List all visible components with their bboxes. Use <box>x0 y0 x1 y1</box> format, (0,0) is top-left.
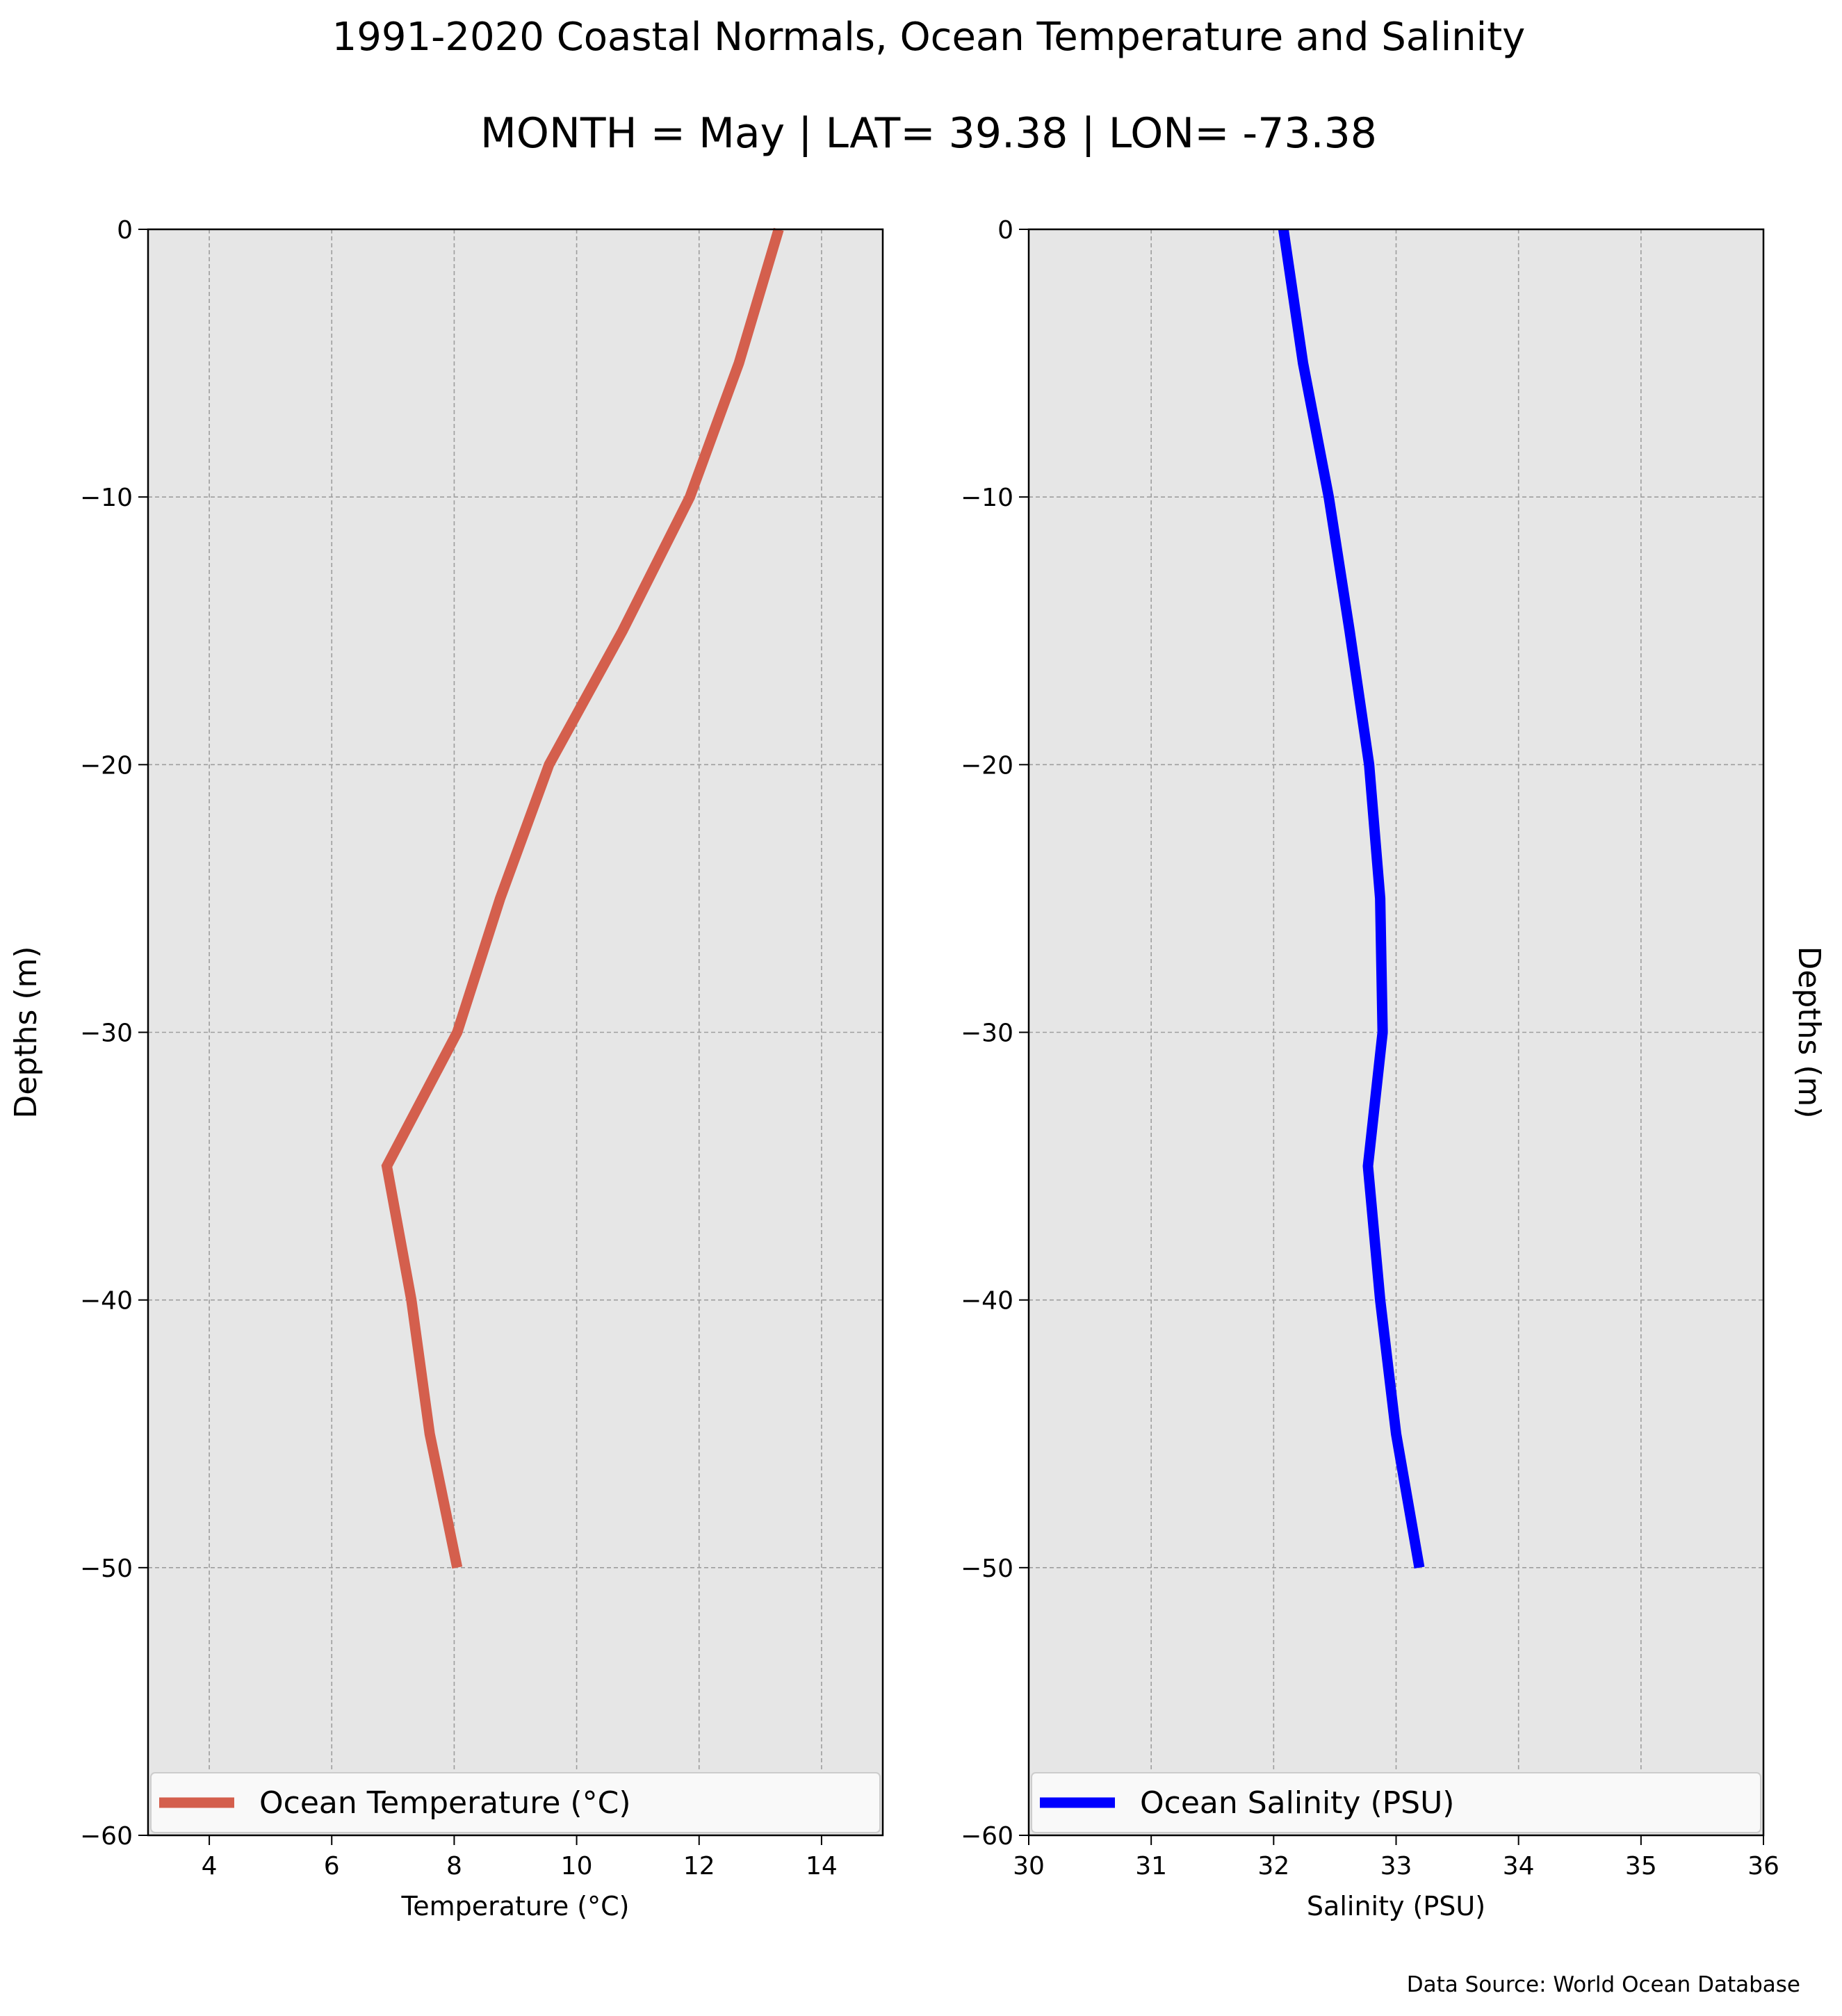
y-tick-label: −30 <box>80 1019 133 1048</box>
y-tick-label: −50 <box>961 1555 1013 1583</box>
y-tick-label: −20 <box>80 751 133 780</box>
y-tick-label: −20 <box>961 751 1013 780</box>
y-tick-label: −10 <box>961 484 1013 512</box>
y-tick-label: −50 <box>80 1555 133 1583</box>
x-axis-label: Temperature (°C) <box>401 1891 630 1921</box>
x-tick-label: 31 <box>1135 1852 1167 1880</box>
x-tick-label: 36 <box>1747 1852 1779 1880</box>
legend-box <box>150 1772 881 1833</box>
legend-box <box>1031 1772 1761 1833</box>
x-tick-label: 30 <box>1013 1852 1045 1880</box>
figure-title: 1991-2020 Coastal Normals, Ocean Tempera… <box>332 15 1526 60</box>
data-source-footer: Data Source: World Ocean Database <box>1407 1972 1800 1997</box>
y-tick-label: −40 <box>80 1287 133 1316</box>
y-axis-label: Depths (m) <box>8 946 44 1118</box>
y-tick-label: 0 <box>997 216 1013 245</box>
y-axis-label: Depths (m) <box>1791 946 1827 1118</box>
x-tick-label: 35 <box>1625 1852 1657 1880</box>
legend: Ocean Salinity (PSU) <box>1031 1772 1761 1833</box>
x-tick-label: 34 <box>1503 1852 1535 1880</box>
legend: Ocean Temperature (°C) <box>150 1772 881 1833</box>
series-line <box>1278 228 1425 1569</box>
x-tick-label: 8 <box>446 1852 462 1880</box>
y-tick-label: −40 <box>961 1287 1013 1316</box>
salinity-panel: 30 31 32 33 34 35 36 0 −10 −20 −30 −40 −50 −60 Salinit… <box>961 216 1827 1921</box>
y-tick-label: −10 <box>80 484 133 512</box>
x-tick-label: 4 <box>202 1852 218 1880</box>
temperature-panel: 4 6 8 10 12 14 0 −10 −20 −30 −40 −50 −60 Temperature … <box>8 216 884 1921</box>
x-tick-label: 10 <box>561 1852 593 1880</box>
x-axis-label: Salinity (PSU) <box>1307 1891 1485 1921</box>
x-tick-label: 14 <box>806 1852 838 1880</box>
x-tick-label: 6 <box>324 1852 340 1880</box>
series-line <box>381 227 784 1569</box>
y-tick-label: −60 <box>961 1822 1013 1851</box>
legend-label: Ocean Temperature (°C) <box>259 1785 631 1821</box>
y-tick-label: −30 <box>961 1019 1013 1048</box>
y-tick-label: 0 <box>117 216 133 245</box>
x-tick-label: 12 <box>683 1852 715 1880</box>
legend-label: Ocean Salinity (PSU) <box>1140 1785 1454 1821</box>
x-tick-label: 33 <box>1380 1852 1412 1880</box>
figure-subtitle: MONTH = May | LAT= 39.38 | LON= -73.38 <box>480 109 1377 158</box>
x-tick-label: 32 <box>1257 1852 1289 1880</box>
plot-area <box>148 229 883 1835</box>
y-tick-label: −60 <box>80 1822 133 1851</box>
